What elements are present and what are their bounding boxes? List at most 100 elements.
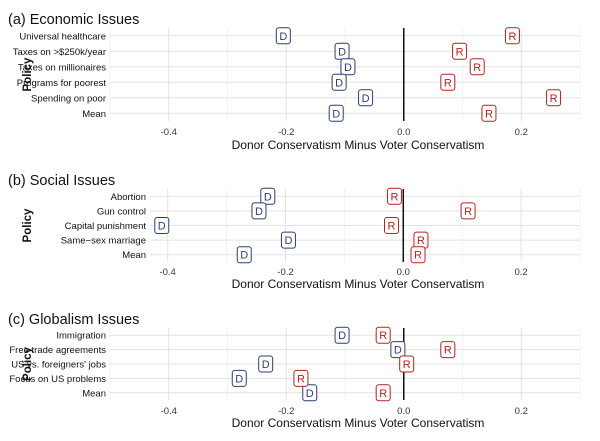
- panel-title: (a) Economic Issues: [8, 12, 139, 28]
- point-box: [260, 187, 276, 205]
- x-tick-label: -0.4: [161, 406, 177, 417]
- democrat-point: D: [258, 355, 274, 373]
- point-box: [399, 355, 415, 373]
- point-label: R: [417, 235, 425, 247]
- point-label: R: [388, 221, 396, 233]
- x-tick-label: -0.2: [278, 127, 294, 138]
- democrat-point: D: [334, 42, 350, 60]
- category-label: Mean: [82, 109, 106, 120]
- republican-point: R: [293, 369, 309, 387]
- point-label: R: [379, 330, 387, 342]
- point-label: D: [158, 221, 166, 233]
- republican-point: R: [546, 89, 562, 107]
- point-box: [384, 217, 400, 234]
- x-tick-label: 0.0: [397, 267, 410, 278]
- panel-title: (b) Social Issues: [8, 173, 115, 189]
- republican-point: R: [413, 231, 429, 249]
- point-label: R: [414, 250, 422, 262]
- republican-point: R: [440, 341, 456, 359]
- point-box: [331, 73, 347, 91]
- republican-point: R: [375, 384, 391, 402]
- republican-point: R: [386, 187, 402, 205]
- democrat-point: D: [390, 341, 406, 359]
- point-box: [386, 187, 402, 205]
- point-label: R: [508, 31, 516, 43]
- chart-panel-3: (c) Globalism Issues Immigration Free trad…: [8, 312, 581, 430]
- republican-point: R: [384, 217, 400, 234]
- point-box: [375, 326, 391, 344]
- democrat-point: D: [231, 369, 247, 387]
- point-label: D: [335, 77, 343, 89]
- point-box: [231, 369, 247, 387]
- y-axis-label: Policy: [22, 57, 34, 91]
- point-label: D: [284, 235, 292, 247]
- category-label: Programs for poorest: [17, 78, 107, 89]
- point-box: [236, 246, 252, 264]
- republican-point: R: [469, 58, 485, 76]
- point-box: [358, 89, 374, 107]
- category-label: Spending on poor: [31, 93, 106, 104]
- republican-point: R: [375, 326, 391, 344]
- point-label: R: [444, 345, 452, 357]
- category-label: Same−sex marriage: [61, 236, 146, 247]
- point-box: [302, 384, 318, 402]
- category-label: Focus on US problems: [9, 374, 106, 385]
- point-box: [481, 104, 497, 122]
- point-label: D: [332, 108, 340, 120]
- republican-point: R: [399, 355, 415, 373]
- point-label: D: [362, 93, 370, 105]
- category-label: Mean: [82, 388, 106, 399]
- point-box: [154, 217, 170, 234]
- x-axis-label: Donor Conservatism Minus Voter Conservat…: [232, 416, 485, 430]
- democrat-point: D: [328, 104, 344, 122]
- y-axis-label: Policy: [22, 346, 34, 380]
- point-label: D: [338, 46, 346, 58]
- point-box: [440, 341, 456, 359]
- x-tick-label: -0.4: [159, 267, 175, 278]
- point-label: D: [306, 388, 314, 400]
- x-tick-label: 0.2: [515, 406, 528, 417]
- point-label: R: [550, 93, 558, 105]
- category-label: Taxes on >$250k/year: [13, 47, 106, 58]
- chart-panel-2: (b) Social Issues Abortion Gun control Capi…: [8, 173, 581, 291]
- category-label: Gun control: [97, 206, 146, 217]
- point-label: R: [456, 46, 464, 58]
- point-label: R: [379, 388, 387, 400]
- category-label: Immigration: [56, 331, 106, 342]
- point-label: D: [235, 373, 243, 385]
- category-label: Universal healthcare: [19, 31, 106, 42]
- point-label: R: [390, 191, 398, 203]
- democrat-point: D: [331, 73, 347, 91]
- point-label: D: [240, 250, 248, 262]
- point-label: D: [262, 359, 270, 371]
- point-label: D: [344, 62, 352, 74]
- point-label: R: [485, 108, 493, 120]
- x-tick-label: 0.0: [397, 127, 410, 138]
- point-box: [440, 73, 456, 91]
- point-label: R: [403, 359, 411, 371]
- point-label: D: [279, 31, 287, 43]
- point-box: [546, 89, 562, 107]
- point-box: [275, 27, 291, 45]
- panel-title: (c) Globalism Issues: [8, 312, 139, 328]
- point-label: R: [473, 62, 481, 74]
- category-label: Mean: [122, 250, 146, 261]
- republican-point: R: [452, 42, 468, 60]
- point-box: [469, 58, 485, 76]
- democrat-point: D: [280, 231, 296, 249]
- x-tick-label: -0.2: [278, 406, 294, 417]
- point-label: D: [394, 345, 402, 357]
- category-label: Abortion: [111, 192, 146, 203]
- category-label: Taxes on millionaires: [18, 62, 106, 73]
- point-box: [258, 355, 274, 373]
- point-label: R: [297, 373, 305, 385]
- democrat-point: D: [302, 384, 318, 402]
- point-label: R: [444, 77, 452, 89]
- democrat-point: D: [340, 58, 356, 76]
- category-label: Free trade agreements: [9, 345, 106, 356]
- point-label: D: [338, 330, 346, 342]
- point-box: [390, 341, 406, 359]
- point-box: [334, 326, 350, 344]
- democrat-point: D: [154, 217, 170, 234]
